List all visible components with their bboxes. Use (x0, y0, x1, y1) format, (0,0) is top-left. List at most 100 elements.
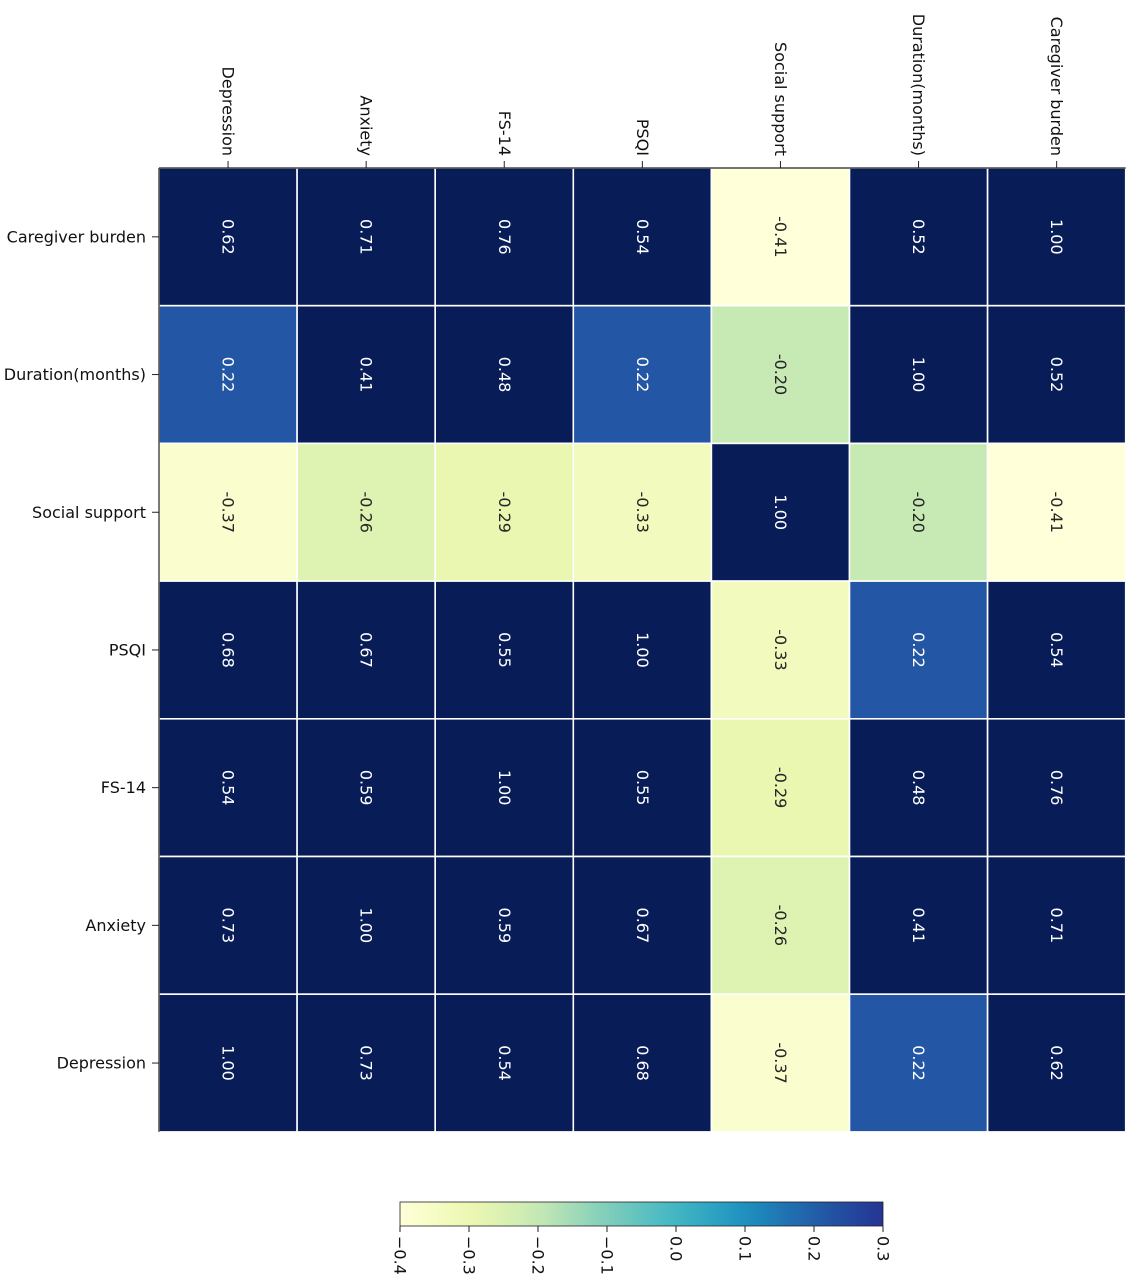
heatmap-cell (158, 442, 298, 582)
cell-value-label: -0.20 (771, 354, 790, 395)
cell-value-label: 0.22 (909, 1045, 928, 1081)
y-tick-label: Anxiety (85, 916, 146, 935)
cell-value-label: 0.59 (495, 908, 514, 944)
heatmap-cell (848, 580, 989, 720)
cell-value-label: -0.26 (357, 492, 376, 533)
heatmap-cell (572, 442, 713, 582)
heatmap-cell (434, 304, 575, 445)
cell-value-label: 0.62 (1047, 1045, 1066, 1081)
heatmap-cell (710, 993, 851, 1133)
heatmap-cell (710, 167, 851, 307)
heatmap-cell (296, 580, 437, 720)
cell-value-label: 0.55 (633, 770, 652, 806)
heatmap-cell (710, 304, 851, 445)
cell-value-label: 0.73 (219, 908, 238, 944)
heatmap-cell (158, 580, 298, 720)
cell-value-label: -0.26 (771, 905, 790, 946)
colorbar-tick-label: −0.2 (529, 1236, 548, 1275)
colorbar-tick-label: 0.3 (874, 1236, 893, 1261)
heatmap-cell (296, 855, 437, 995)
colorbar-bar (399, 1201, 884, 1227)
colorbar: −0.4 −0.3 −0.2 −0.1 0.0 0.1 0.2 0.3 (391, 1201, 893, 1275)
colorbar-tick-label: 0.0 (667, 1236, 686, 1261)
cell-value-labels: 0.62 0.71 0.76 0.54 -0.41 0.52 1.00 0.22 0.41 0.4… (219, 216, 1067, 1084)
heatmap-cell (434, 442, 575, 582)
cell-value-label: -0.41 (1047, 492, 1066, 533)
cell-value-label: -0.33 (633, 492, 652, 533)
y-tick-label: Duration(months) (4, 365, 146, 384)
x-tick-label: Depression (219, 67, 238, 156)
heatmap-cell (572, 167, 713, 307)
heatmap-cell (158, 993, 298, 1133)
cell-value-label: 0.22 (633, 357, 652, 393)
cell-value-label: -0.41 (771, 216, 790, 257)
cell-value-label: 0.52 (1047, 357, 1066, 393)
cell-value-label: 1.00 (219, 1045, 238, 1081)
heatmap-cell (434, 993, 575, 1133)
x-tick-label: Duration(months) (909, 14, 928, 156)
heatmap-cell (986, 717, 1126, 858)
heatmap-cell (848, 304, 989, 445)
heatmap-cell (158, 717, 298, 858)
cell-value-label: 0.67 (633, 908, 652, 944)
cell-value-label: 0.59 (357, 770, 376, 806)
cell-value-label: 0.22 (219, 357, 238, 393)
cell-value-label: 0.54 (219, 770, 238, 806)
heatmap-cell (572, 855, 713, 995)
cell-value-label: 0.41 (909, 908, 928, 944)
cell-value-label: 0.54 (495, 1045, 514, 1081)
heatmap-cell (572, 993, 713, 1133)
cell-value-label: 0.54 (633, 219, 652, 255)
cell-value-label: 0.55 (495, 632, 514, 668)
y-tick-label: PSQI (109, 640, 146, 659)
cell-value-label: 1.00 (357, 908, 376, 944)
heatmap-cell (158, 167, 298, 307)
heatmap-cell (296, 442, 437, 582)
x-tick-label: PSQI (633, 119, 652, 156)
x-tick-label: Anxiety (357, 95, 376, 156)
cell-value-label: -0.20 (909, 492, 928, 533)
heatmap-cell (848, 167, 989, 307)
x-tick-label: Social support (771, 42, 790, 156)
colorbar-tick-label: −0.3 (460, 1236, 479, 1275)
cell-value-label: 0.68 (633, 1045, 652, 1081)
heatmap-cell (986, 442, 1126, 582)
y-tick-label: Caregiver burden (7, 227, 146, 246)
cell-value-label: 0.68 (219, 632, 238, 668)
heatmap-cell (710, 442, 851, 582)
heatmap-cell (158, 855, 298, 995)
cell-value-label: 1.00 (909, 357, 928, 393)
heatmap-cell (710, 855, 851, 995)
cell-value-label: 0.52 (909, 219, 928, 255)
cell-value-label: 0.73 (357, 1045, 376, 1081)
heatmap-axes: Depression Anxiety FS-14 PSQI Social support… (4, 14, 1126, 1132)
cell-value-label: -0.29 (771, 767, 790, 808)
cell-value-label: 1.00 (1047, 219, 1066, 255)
cell-value-label: 0.76 (1047, 770, 1066, 806)
colorbar-tick-label: −0.4 (391, 1236, 410, 1275)
heatmap-cell (572, 580, 713, 720)
cell-value-label: 0.22 (909, 632, 928, 668)
cell-value-label: 1.00 (495, 770, 514, 806)
cell-value-label: -0.29 (495, 492, 514, 533)
heatmap-cell (296, 167, 437, 307)
heatmap-cell (848, 993, 989, 1133)
y-tick-label: Depression (57, 1054, 146, 1073)
cell-value-label: 0.62 (219, 219, 238, 255)
x-tick-label: Caregiver burden (1047, 17, 1066, 156)
heatmap-cells (158, 167, 1126, 1133)
heatmap-cell (986, 855, 1126, 995)
colorbar-tick-label: 0.2 (805, 1236, 824, 1261)
cell-value-label: 0.71 (1047, 908, 1066, 944)
heatmap-cell (986, 993, 1126, 1133)
cell-value-label: -0.33 (771, 629, 790, 670)
cell-value-label: 1.00 (771, 494, 790, 530)
cell-value-label: 0.41 (357, 357, 376, 393)
cell-value-label: 0.54 (1047, 632, 1066, 668)
cell-value-label: 0.48 (909, 770, 928, 806)
heatmap-cell (434, 717, 575, 858)
cell-value-label: 0.67 (357, 632, 376, 668)
y-tick-label: Social support (32, 503, 146, 522)
heatmap-cell (848, 442, 989, 582)
